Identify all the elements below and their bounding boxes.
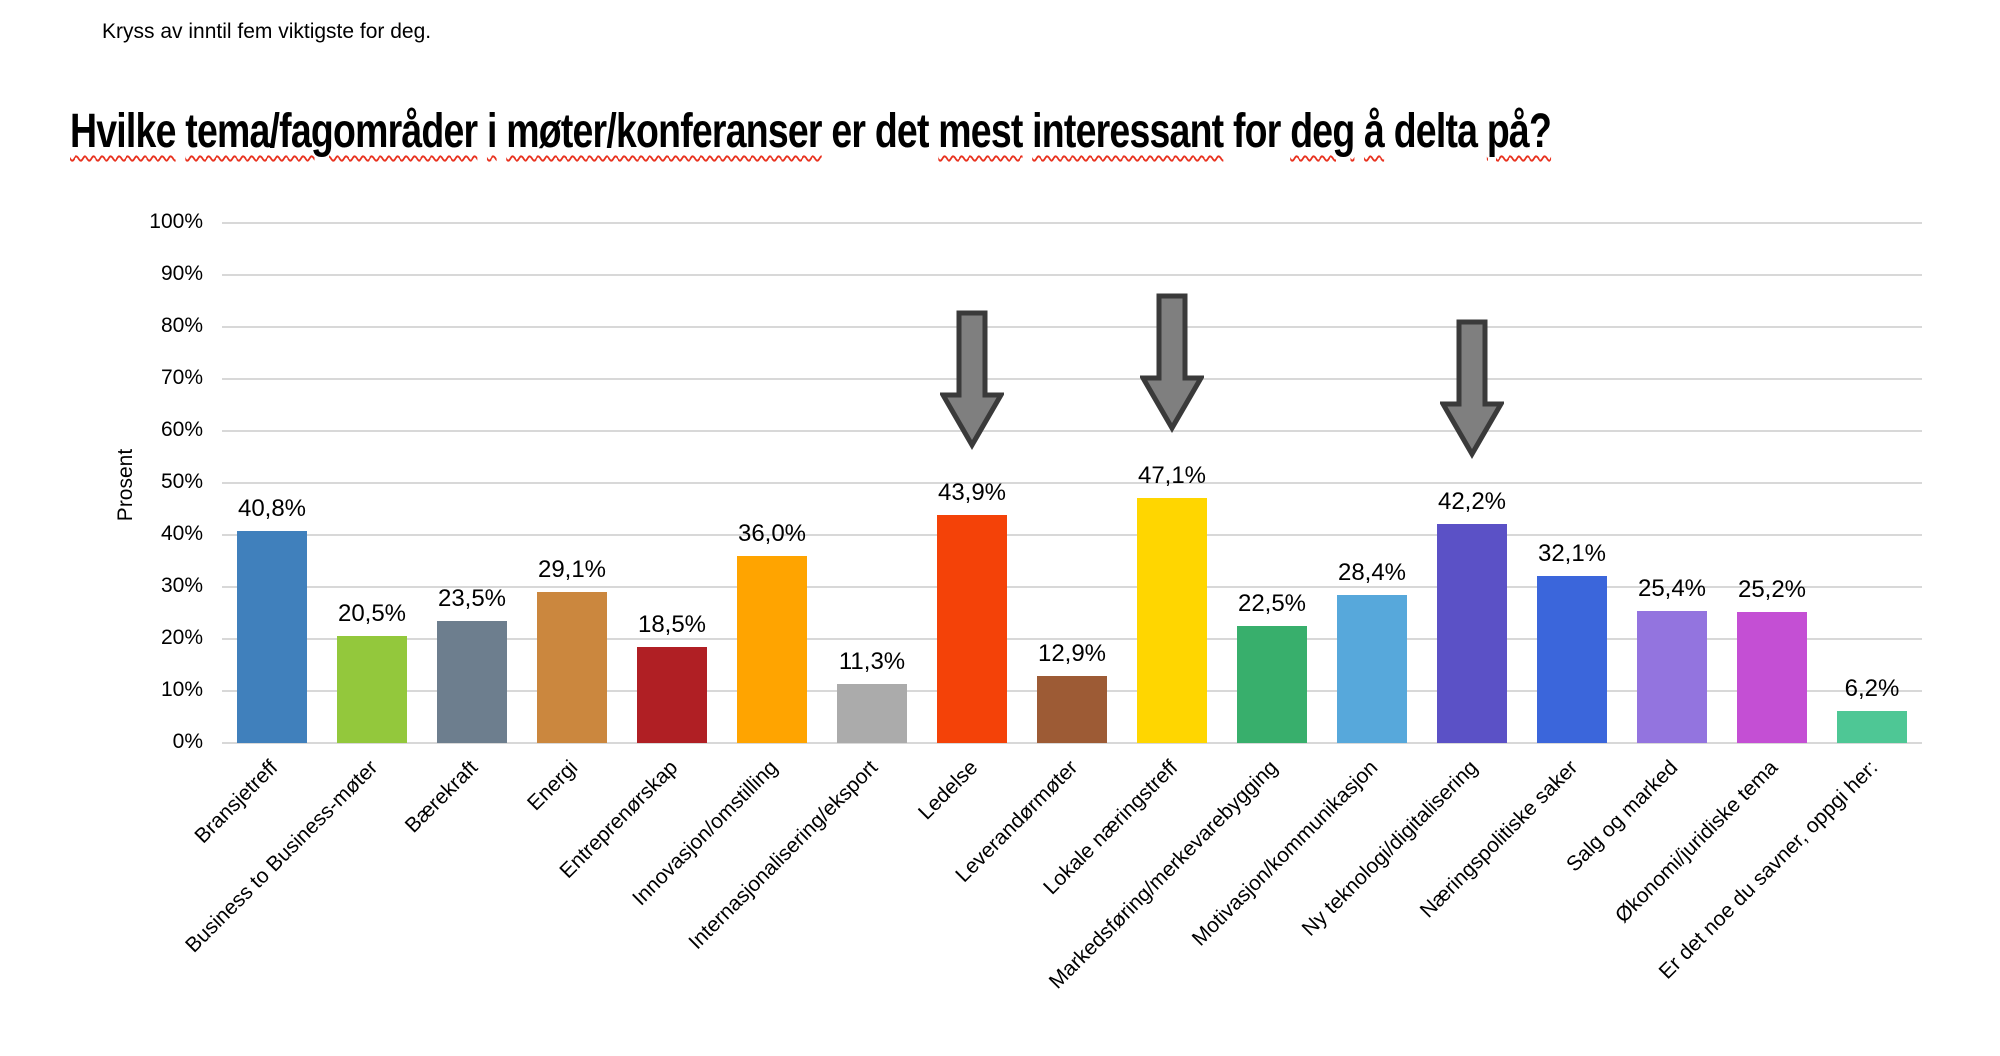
bar-value-label: 42,2% [1437,487,1507,515]
bar-value-label: 12,9% [1037,639,1107,667]
bar-value-label: 23,5% [437,584,507,612]
y-tick-label: 80% [160,314,203,337]
bar-slot: 28,4% [1322,223,1422,743]
y-tick-label: 60% [160,418,203,441]
chart-title: Hvilke tema/fagområder i møter/konferans… [70,104,1552,159]
bar-value-label: 43,9% [937,478,1007,506]
bar-value-label: 11,3% [838,648,906,676]
bar [937,514,1007,743]
down-arrow-icon [1438,319,1506,459]
bar-value-label: 25,4% [1637,574,1707,602]
gridline [222,742,1922,744]
title-word: for [1232,105,1281,158]
bar-slot: 6,2% [1822,223,1922,743]
bar-slot: 40,8% [222,223,322,743]
title-word: møter/konferanser [506,105,822,158]
bar [737,555,807,743]
bar [1337,595,1407,743]
bar [537,591,607,743]
down-arrow-icon [938,310,1006,450]
bar [437,620,507,743]
bar-slot: 23,5% [422,223,522,743]
title-word: er [831,105,866,158]
gridline [222,326,1922,328]
gridline [222,274,1922,276]
y-tick-label: 20% [160,626,203,649]
bar [237,530,307,743]
gridline [222,534,1922,536]
bar-slot: 11,3% [822,223,922,743]
bar [1437,523,1507,743]
gridline [222,586,1922,588]
bar [1737,611,1807,743]
bar-slot: 43,9% [922,223,1022,743]
plot-area: 40,8% 20,5% 23,5% 29,1% 18,5% 36,0% 11,3% 43,9%… [222,222,1922,744]
y-tick-label: 50% [160,470,203,493]
bar [837,684,907,743]
y-tick-label: 70% [160,366,203,389]
bar-slot: 20,5% [322,223,422,743]
title-word: deg [1290,105,1355,158]
bar [1137,498,1207,743]
down-arrow-icon [1138,293,1206,434]
bar [1237,626,1307,743]
title-word: på? [1486,105,1552,158]
gridline [222,482,1922,484]
bar-slot: 42,2% [1422,223,1522,743]
bar-value-label: 29,1% [537,555,607,583]
title-word: i [486,105,497,158]
title-word: interessant [1032,105,1224,158]
y-tick-label: 100% [149,210,203,233]
bar-value-label: 18,5% [637,610,707,638]
title-word: Hvilke [70,105,176,158]
title-word: å [1364,105,1385,158]
gridline [222,430,1922,432]
bar-slot: 32,1% [1522,223,1622,743]
y-tick-label: 10% [160,678,203,701]
bar [1637,610,1707,743]
bar [1837,710,1907,743]
bar-slot: 25,4% [1622,223,1722,743]
bar-value-label: 40,8% [237,494,307,522]
y-tick-label: 40% [160,522,203,545]
gridline [222,638,1922,640]
title-word: det [874,105,930,158]
bar [1537,576,1607,743]
bar-value-label: 28,4% [1337,559,1407,587]
bar [1037,675,1107,743]
gridline [222,378,1922,380]
bar-slot: 36,0% [722,223,822,743]
title-word: tema/fagområder [185,105,478,158]
y-tick-label: 30% [160,574,203,597]
bar-value-label: 20,5% [337,600,407,628]
gridline [222,222,1922,224]
instruction-text: Kryss av inntil fem viktigste for deg. [102,20,432,43]
bar-slot: 47,1% [1122,223,1222,743]
bar-value-label: 6,2% [1844,674,1900,702]
bar-value-label: 36,0% [737,519,807,547]
bar-slot: 18,5% [622,223,722,743]
bar-slot: 22,5% [1222,223,1322,743]
bar-slot: 29,1% [522,223,622,743]
bar-value-label: 32,1% [1537,540,1607,568]
bar-value-label: 22,5% [1237,590,1307,617]
bar [637,646,707,743]
bar-slot: 25,2% [1722,223,1822,743]
title-word: delta [1393,105,1478,158]
bar-value-label: 25,2% [1737,575,1807,603]
bar-value-label: 47,1% [1137,462,1207,490]
y-tick-label: 0% [172,730,203,753]
bar-slot: 12,9% [1022,223,1122,743]
bar [337,636,407,743]
title-word: mest [938,105,1023,158]
y-tick-label: 90% [160,262,203,285]
